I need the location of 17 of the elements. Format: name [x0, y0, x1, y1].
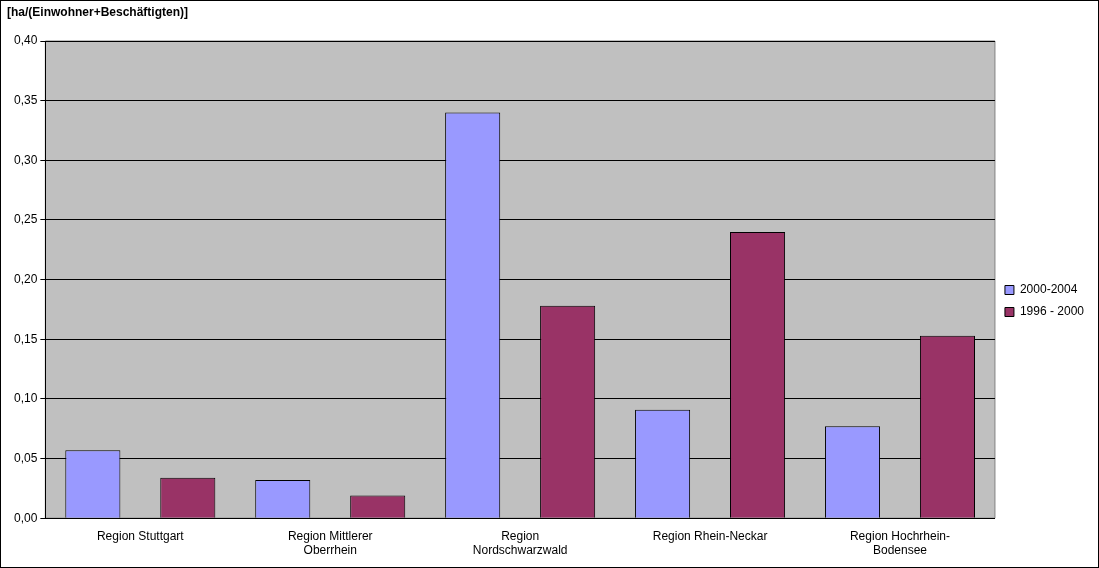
- legend-label: 1996 - 2000: [1019, 304, 1085, 319]
- y-tick-label: 0,25: [14, 212, 38, 227]
- y-tick-label: 0,40: [14, 33, 38, 48]
- y-axis-title: [ha/(Einwohner+Beschäftigten)]: [7, 5, 189, 20]
- x-tick-label: Region Mittlerer Oberrhein: [287, 528, 373, 558]
- y-tick-label: 0,30: [14, 152, 38, 167]
- y-tick-label: 0,10: [14, 391, 38, 406]
- legend-label: 2000-2004: [1019, 282, 1078, 297]
- y-tick-label: 0,00: [14, 510, 38, 525]
- y-tick-label: 0,15: [14, 331, 38, 346]
- x-tick-label: Region Hochrhein-Bodensee: [849, 528, 951, 558]
- y-tick-label: 0,20: [14, 271, 38, 286]
- x-tick-label: Region Stuttgart: [96, 528, 185, 543]
- y-tick-label: 0,05: [14, 450, 38, 465]
- y-tick-label: 0,35: [14, 92, 38, 107]
- x-tick-label: Region Rhein-Neckar: [652, 528, 768, 543]
- x-tick-label: Region Nordschwarzwald: [472, 528, 568, 558]
